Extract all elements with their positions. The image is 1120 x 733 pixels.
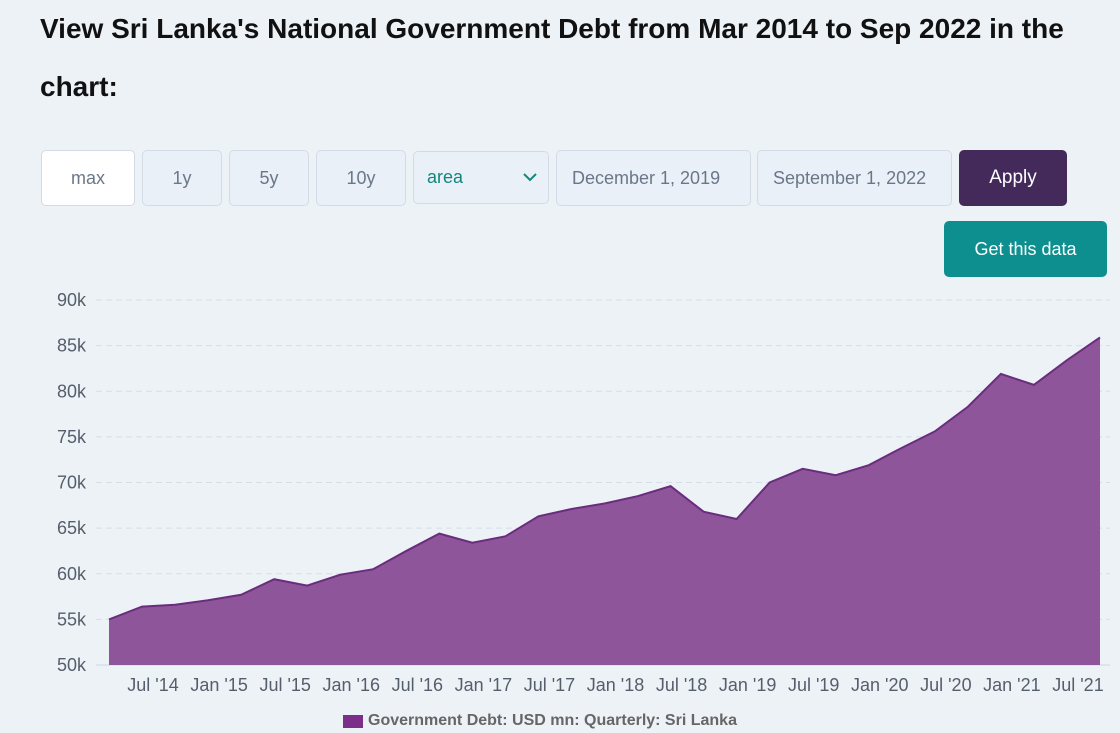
start-date-value: December 1, 2019 (572, 167, 721, 188)
x-axis-ticks: Jul '14 Jan '15 Jul '15 Jan '16 Jul '16 Jan '… (127, 675, 1103, 695)
x-tick-label: Jul '18 (656, 675, 707, 695)
x-tick-label: Jan '20 (851, 675, 908, 695)
get-data-button[interactable]: Get this data (944, 221, 1107, 277)
x-tick-label: Jul '19 (788, 675, 839, 695)
x-tick-label: Jul '20 (920, 675, 971, 695)
x-tick-label: Jan '15 (190, 675, 247, 695)
x-tick-label: Jul '15 (259, 675, 310, 695)
end-date-value: September 1, 2022 (773, 167, 927, 188)
x-tick-label: Jan '17 (455, 675, 512, 695)
range-5y-button[interactable]: 5y (229, 150, 309, 206)
y-tick-label: 85k (57, 336, 87, 356)
x-tick-label: Jul '14 (127, 675, 178, 695)
y-tick-label: 50k (57, 655, 87, 675)
chart-type-value: area (427, 167, 464, 187)
x-tick-label: Jan '16 (323, 675, 380, 695)
chart-legend[interactable]: Government Debt: USD mn: Quarterly: Sri … (343, 712, 737, 730)
x-tick-label: Jan '18 (587, 675, 644, 695)
end-date-input[interactable]: September 1, 2022 (757, 150, 952, 206)
range-10y-button[interactable]: 10y (316, 150, 406, 206)
legend-label: Government Debt: USD mn: Quarterly: Sri … (368, 712, 737, 729)
range-1y-button[interactable]: 1y (142, 150, 222, 206)
x-tick-label: Jan '19 (719, 675, 776, 695)
y-axis-ticks: 50k 55k 60k 65k 70k 75k 80k 85k 90k (57, 290, 87, 675)
page-title: View Sri Lanka's National Government Deb… (40, 13, 1064, 102)
x-tick-label: Jul '21 (1052, 675, 1103, 695)
y-tick-label: 60k (57, 564, 87, 584)
range-max-button[interactable]: max (41, 150, 135, 206)
chevron-down-icon (523, 173, 537, 182)
y-tick-label: 90k (57, 290, 87, 310)
y-tick-label: 65k (57, 518, 87, 538)
chart-type-select[interactable]: area (413, 151, 549, 204)
x-tick-label: Jan '21 (983, 675, 1040, 695)
series-line (108, 336, 1101, 621)
start-date-input[interactable]: December 1, 2019 (556, 150, 751, 206)
x-tick-label: Jul '17 (524, 675, 575, 695)
y-tick-label: 70k (57, 473, 87, 493)
y-tick-label: 55k (57, 609, 87, 629)
x-tick-label: Jul '16 (392, 675, 443, 695)
area-fill (109, 337, 1100, 665)
y-tick-label: 75k (57, 427, 87, 447)
apply-button[interactable]: Apply (959, 150, 1067, 206)
area-series (108, 336, 1101, 665)
y-tick-label: 80k (57, 381, 87, 401)
legend-swatch (343, 714, 363, 728)
